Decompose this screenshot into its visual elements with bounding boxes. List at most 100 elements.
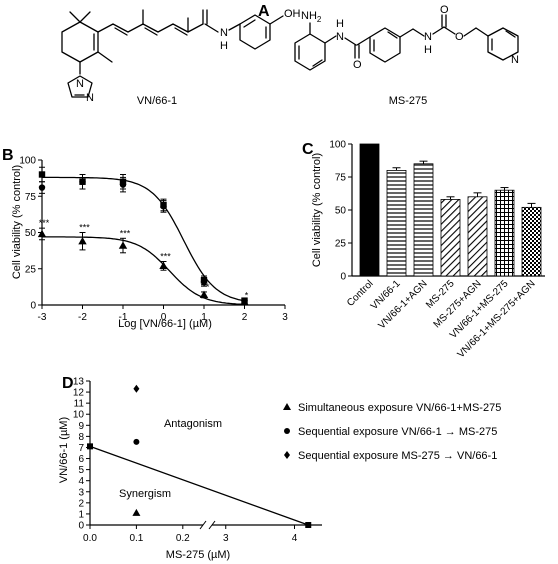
panel-d-y-tick-label: 13 (73, 377, 85, 388)
panel-b-point-circle (79, 178, 86, 185)
panel-b-y-tick-label: 75 (25, 192, 37, 203)
panel-c-bar (440, 199, 461, 277)
legend-label: Sequential exposure MS-275 → VN/66-1 (298, 450, 497, 462)
panel-d-isobole-endpoint (87, 443, 93, 450)
panel-c-bar (467, 196, 488, 277)
panel-label-c: C (302, 141, 314, 158)
antagonism-label: Antagonism (164, 418, 222, 430)
panel-c-y-axis-label: Cell viability (% control) (311, 153, 323, 267)
panel-c-y-tick-label: 50 (335, 206, 347, 217)
panel-d-legend: Simultaneous exposure VN/66-1+MS-275 Sequ… (283, 402, 501, 462)
panel-b-point-triangle (240, 297, 249, 306)
panel-d-y-tick-label: 9 (78, 421, 84, 432)
panel-d-y-tick-label: 11 (74, 399, 85, 410)
panel-c: C 0255075100ControlVN/66-1VN/66-1+AGNMS-… (302, 140, 545, 360)
panel-d-axis-break-mark (208, 520, 216, 530)
panel-d-y-tick-label: 8 (78, 432, 84, 443)
panel-b-y-tick-label: 100 (19, 156, 36, 167)
panel-d-x-tick-label: 0.0 (83, 533, 97, 544)
legend-label: Sequential exposure VN/66-1 → MS-275 (298, 426, 497, 438)
atom-n-pyridine: N (511, 54, 519, 66)
panel-b-point-triangle (78, 237, 87, 245)
panel-b-point-triangle (159, 261, 168, 270)
panel-b-point-triangle (37, 229, 47, 238)
panel-b-fit-curve (42, 176, 247, 302)
panel-d-point-circle (133, 438, 140, 445)
panel-c-bar (494, 189, 515, 277)
panel-b-x-tick-label: -1 (119, 312, 128, 323)
atom-n-carbamate: N (424, 31, 432, 43)
legend-marker-circle (284, 428, 290, 434)
legend-marker-triangle (283, 403, 291, 410)
panel-d-y-tick-label: 10 (73, 410, 85, 421)
atom-oh: OH (284, 8, 301, 20)
panel-b-x-axis-label: Log [VN/66-1] (µM) (118, 318, 212, 330)
panel-b-x-tick-label: -2 (78, 312, 87, 323)
panel-d-y-tick-label: 2 (78, 498, 84, 509)
panel-b-significance-stars: *** (79, 223, 90, 233)
panel-d-x-tick-label: 3 (223, 533, 229, 544)
panel-c-plot-area: 0255075100ControlVN/66-1VN/66-1+AGNMS-27… (329, 140, 545, 360)
panel-d-isobole-endpoint (305, 522, 312, 528)
panel-b-y-tick-label: 50 (25, 228, 37, 239)
atom-n-imidazole-2: N (86, 92, 94, 104)
panel-b-point-square (38, 171, 46, 178)
vn66-1-structure: N H OH N N VN/66-1 (61, 8, 301, 107)
atom-o-ester: O (455, 31, 464, 43)
atom-n-imidazole-1: N (76, 78, 84, 90)
structure-name-vn66-1: VN/66-1 (137, 95, 177, 107)
panel-c-bar (386, 169, 407, 277)
panel-b-point-circle (38, 184, 46, 191)
panel-b-point-triangle (199, 290, 209, 299)
atom-n-amide: N (220, 27, 228, 39)
panel-c-bar (413, 163, 434, 277)
panel-c-bar (521, 206, 542, 277)
panel-b-significance-stars: * (245, 291, 249, 301)
panel-b-significance-stars: ** (202, 282, 210, 292)
panel-d-y-tick-label: 7 (78, 443, 84, 454)
panel-label-d: D (62, 375, 74, 392)
panel-d-x-tick-label: 4 (292, 533, 298, 544)
panel-d-x-tick-label: 0.2 (176, 533, 190, 544)
panel-b-point-triangle (118, 241, 128, 249)
atom-n-ms275: N (336, 31, 344, 43)
panel-d-x-tick-label: 0.1 (129, 533, 143, 544)
panel-d-y-tick-label: 5 (78, 465, 84, 476)
panel-b-significance-stars: *** (160, 252, 171, 262)
atom-h-amide: H (220, 40, 228, 52)
panel-b-x-tick-label: 1 (201, 312, 207, 323)
panel-c-y-tick-label: 0 (340, 272, 346, 283)
panel-label-b: B (2, 147, 14, 164)
panel-b-x-tick-label: -3 (38, 312, 47, 323)
synergism-label: Synergism (119, 488, 171, 500)
panel-d-x-axis-label: MS-275 (µM) (166, 549, 230, 561)
panel-b-fit-curve (42, 236, 247, 306)
panel-d-y-tick-label: 3 (78, 487, 84, 498)
panel-d-point-diamond (133, 384, 140, 393)
panel-b-point-circle (119, 181, 127, 188)
panel-c-category-label: VN/66-1+AGN (376, 278, 429, 331)
panel-d-y-tick-label: 0 (78, 521, 84, 532)
structure-name-ms-275: MS-275 (389, 95, 428, 107)
ms-275-structure: NH2 N H O N H O O (294, 4, 519, 107)
panel-b-significance-stars: *** (120, 228, 131, 238)
panel-b-point-circle (160, 203, 167, 210)
legend-label: Simultaneous exposure VN/66-1+MS-275 (298, 402, 501, 414)
panel-d-y-tick-label: 4 (78, 476, 84, 487)
panel-b-point-circle (200, 278, 208, 285)
atom-h-carbamate: H (424, 44, 432, 56)
atom-o-ms275: O (353, 59, 362, 71)
panel-b-x-tick-label: 2 (242, 312, 248, 323)
atom-nh2: NH2 (301, 10, 322, 24)
panel-d-y-tick-label: 12 (73, 388, 85, 399)
atom-h-ms275: H (336, 18, 344, 30)
panel-d-y-tick-label: 1 (78, 509, 84, 520)
panel-a: A N H (61, 3, 519, 107)
panel-d-point-triangle (132, 508, 141, 516)
legend-marker-diamond (284, 451, 290, 459)
panel-c-y-tick-label: 100 (329, 140, 346, 151)
panel-label-a: A (258, 3, 270, 20)
